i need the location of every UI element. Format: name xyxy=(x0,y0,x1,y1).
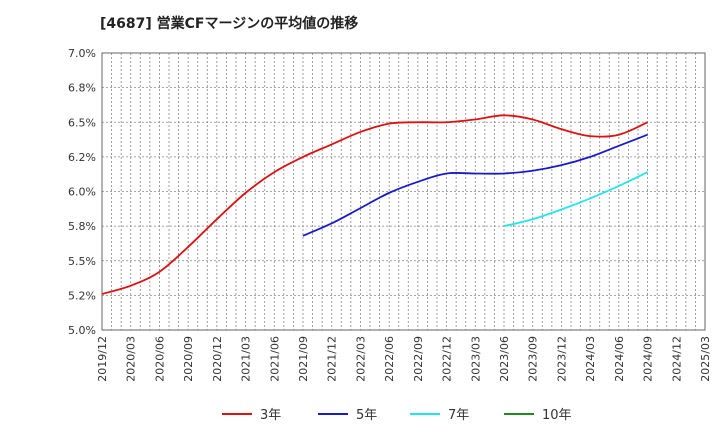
x-tick-label: 2020/12 xyxy=(211,336,224,382)
series-lines xyxy=(101,114,648,295)
y-tick-label: 5.2% xyxy=(68,289,96,302)
legend: 3年 5年 7年 10年 xyxy=(222,408,572,423)
x-tick-label: 2019/12 xyxy=(96,336,109,382)
x-tick-label: 2022/03 xyxy=(354,336,367,382)
legend-label: 3年 xyxy=(260,408,281,423)
x-tick-label: 2021/03 xyxy=(240,336,253,382)
legend-label: 7年 xyxy=(448,408,469,423)
series-line-0 xyxy=(101,114,648,295)
x-tick-label: 2024/06 xyxy=(613,336,626,382)
x-tick-label: 2021/12 xyxy=(326,336,339,382)
x-tick-labels: 2019/12 2020/03 2020/06 2020/09 2020/12 2021/… xyxy=(96,336,712,382)
x-tick-label: 2023/06 xyxy=(498,336,511,382)
x-tick-label: 2024/12 xyxy=(670,336,683,382)
y-tick-label: 6.5% xyxy=(68,116,96,129)
series-line-1 xyxy=(302,133,648,237)
x-tick-label: 2021/09 xyxy=(297,336,310,382)
series-line-2 xyxy=(503,171,648,228)
legend-label: 5年 xyxy=(356,408,377,423)
y-tick-label: 7.0% xyxy=(68,47,96,60)
x-tick-label: 2024/03 xyxy=(584,336,597,382)
y-tick-label: 6.2% xyxy=(68,151,96,164)
x-tick-label: 2023/12 xyxy=(555,336,568,382)
plot-frame xyxy=(101,52,706,331)
x-tick-label: 2023/09 xyxy=(527,336,540,382)
x-tick-label: 2025/03 xyxy=(699,336,712,382)
x-tick-label: 2023/03 xyxy=(469,336,482,382)
x-tick-label: 2020/06 xyxy=(153,336,166,382)
y-tick-label: 6.8% xyxy=(68,82,96,95)
y-tick-label: 5.5% xyxy=(68,255,96,268)
y-tick-label: 5.8% xyxy=(68,220,96,233)
legend-label: 10年 xyxy=(542,408,572,423)
y-tick-label: 5.0% xyxy=(68,324,96,337)
x-tick-label: 2020/03 xyxy=(125,336,138,382)
x-tick-label: 2022/09 xyxy=(412,336,425,382)
x-tick-label: 2020/09 xyxy=(182,336,195,382)
y-tick-label: 6.0% xyxy=(68,186,96,199)
x-tick-label: 2021/06 xyxy=(268,336,281,382)
y-tick-labels: 5.0% 5.2% 5.5% 5.8% 6.0% 6.2% 6.5% 6.8% 7.0% xyxy=(68,47,96,337)
x-tick-label: 2022/06 xyxy=(383,336,396,382)
chart-title: [4687] 営業CFマージンの平均値の推移 xyxy=(100,16,359,32)
axes xyxy=(101,52,706,331)
grid xyxy=(102,53,705,330)
x-tick-label: 2024/09 xyxy=(642,336,655,382)
x-tick-label: 2022/12 xyxy=(441,336,454,382)
